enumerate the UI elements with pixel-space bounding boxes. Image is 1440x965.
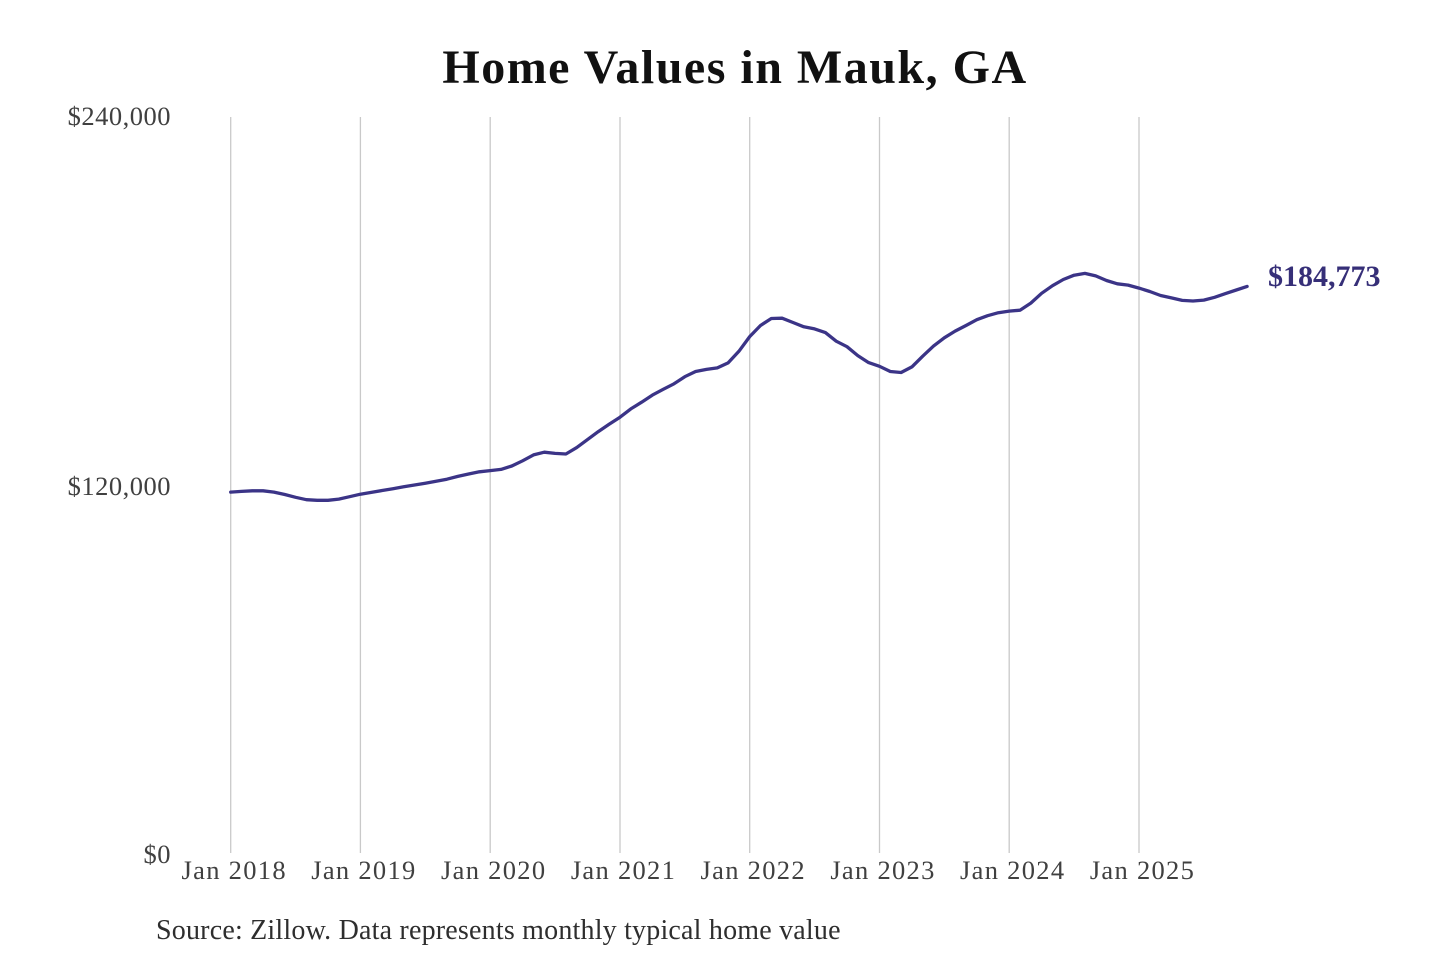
svg-text:Source: Zillow. Data represent: Source: Zillow. Data represents monthly … bbox=[156, 915, 841, 946]
svg-text:$240,000: $240,000 bbox=[68, 101, 171, 131]
svg-text:Home Values in Mauk, GA: Home Values in Mauk, GA bbox=[442, 41, 1027, 94]
svg-text:$184,773: $184,773 bbox=[1268, 260, 1381, 293]
svg-text:$0: $0 bbox=[144, 839, 172, 869]
svg-text:Jan 2025: Jan 2025 bbox=[1090, 855, 1195, 885]
svg-text:Jan 2020: Jan 2020 bbox=[441, 855, 546, 885]
svg-text:Jan 2022: Jan 2022 bbox=[701, 855, 806, 885]
svg-text:Jan 2023: Jan 2023 bbox=[830, 855, 935, 885]
svg-text:Jan 2019: Jan 2019 bbox=[311, 855, 416, 885]
svg-text:Jan 2021: Jan 2021 bbox=[571, 855, 676, 885]
svg-text:Jan 2018: Jan 2018 bbox=[182, 855, 287, 885]
svg-text:$120,000: $120,000 bbox=[68, 471, 171, 501]
svg-text:Jan 2024: Jan 2024 bbox=[960, 855, 1065, 885]
